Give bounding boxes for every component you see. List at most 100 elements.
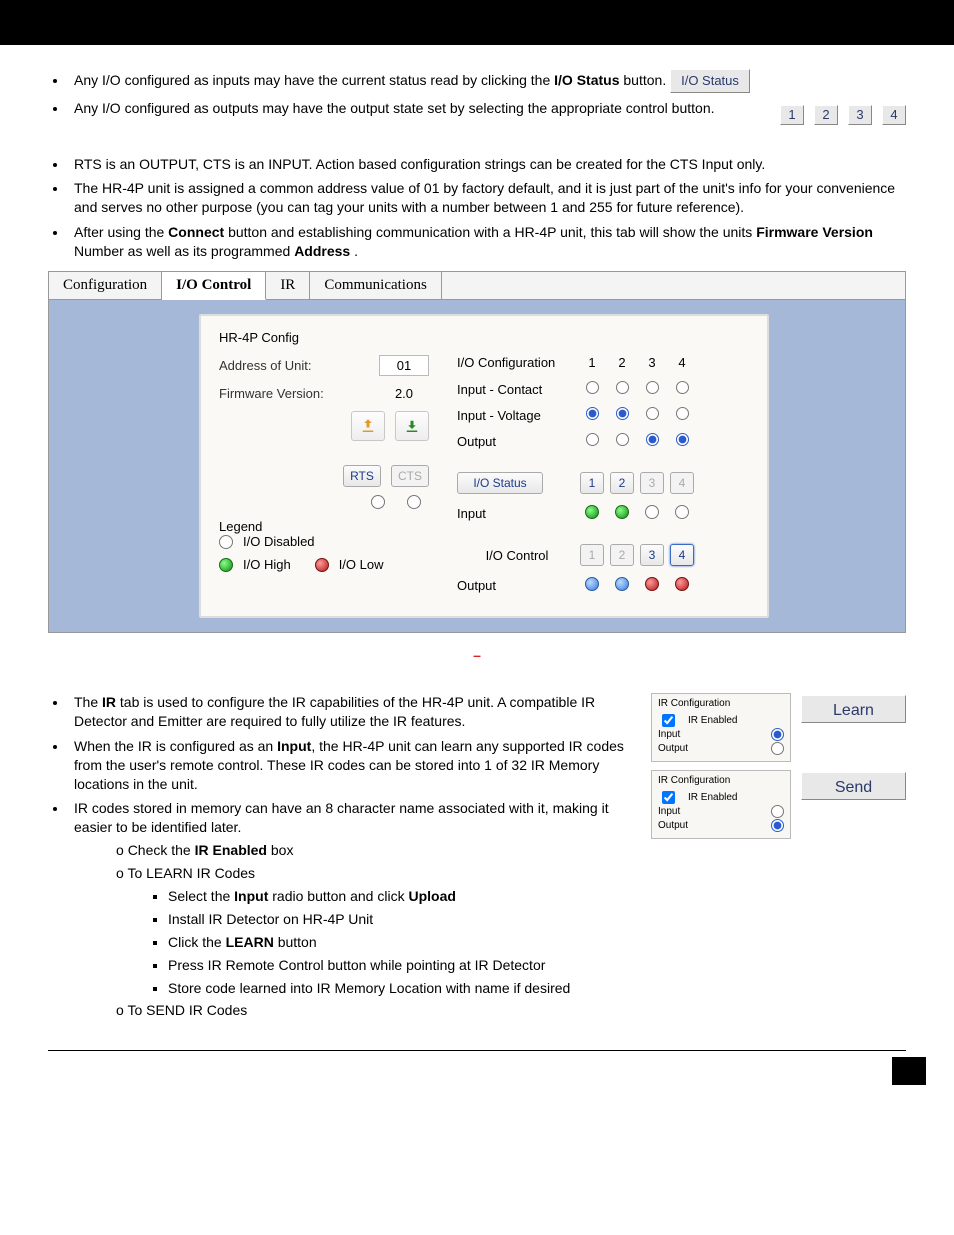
fw-value: 2.0	[379, 384, 429, 403]
control-button-1[interactable]: 1	[780, 105, 804, 125]
ir-input-radio[interactable]: Input	[658, 727, 784, 741]
cfg-radio[interactable]	[616, 433, 629, 446]
cts-dot	[407, 495, 421, 509]
text-bold: Connect	[168, 224, 224, 240]
control-dot	[645, 577, 659, 591]
ir-sidebar: IR Configuration IR Enabled Input Output…	[651, 693, 906, 847]
legend-title: Legend	[219, 519, 429, 534]
sub-item: To LEARN IR Codes Select the Input radio…	[116, 864, 906, 997]
learn-button[interactable]: Learn	[801, 695, 906, 723]
page-number-box	[892, 1057, 926, 1085]
bullet-item: After using the Connect button and estab…	[68, 223, 906, 261]
cfg-radio[interactable]	[586, 433, 599, 446]
tab-strip: Configuration I/O Control IR Communicati…	[49, 272, 905, 300]
send-button[interactable]: Send	[801, 772, 906, 800]
ir-enabled-check[interactable]: IR Enabled	[658, 790, 784, 804]
cfg-head: I/O Configuration	[457, 355, 577, 370]
text: After using the	[74, 224, 168, 240]
status-num-btn: 3	[640, 472, 664, 494]
download-icon[interactable]	[395, 411, 429, 441]
col-num: 4	[667, 355, 697, 370]
text: Any I/O configured as outputs may have t…	[74, 100, 715, 116]
control-num-btn[interactable]: 3	[640, 544, 664, 566]
tab-io-control[interactable]: I/O Control	[162, 272, 266, 300]
address-label: Address of Unit:	[219, 358, 379, 373]
cfg-radio[interactable]	[586, 381, 599, 394]
row-label: Input - Voltage	[457, 408, 577, 423]
control-button-3[interactable]: 3	[848, 105, 872, 125]
text: button.	[623, 72, 670, 88]
square-item: Install IR Detector on HR-4P Unit	[168, 910, 906, 929]
row-label: Input	[457, 506, 577, 521]
row-label: Output	[457, 578, 577, 593]
square-item: Press IR Remote Control button while poi…	[168, 956, 906, 975]
cfg-radio[interactable]	[616, 381, 629, 394]
square-item: Click the LEARN button	[168, 933, 906, 952]
io-control-screenshot-panel: Configuration I/O Control IR Communicati…	[48, 271, 906, 633]
cfg-radio[interactable]	[646, 407, 659, 420]
control-num-btn[interactable]: 4	[670, 544, 694, 566]
status-dot	[645, 505, 659, 519]
control-num-btn: 1	[580, 544, 604, 566]
config-title: HR-4P Config	[219, 330, 749, 345]
cfg-radio[interactable]	[676, 433, 689, 446]
tab-communications[interactable]: Communications	[310, 272, 442, 299]
ir-config-box-learn: IR Configuration IR Enabled Input Output	[651, 693, 791, 762]
ir-enabled-check[interactable]: IR Enabled	[658, 713, 784, 727]
text: Any I/O configured as inputs may have th…	[74, 72, 554, 88]
legend: Legend I/O Disabled I/O High I/O Low	[219, 519, 429, 572]
status-num-btn: 4	[670, 472, 694, 494]
top-bullet-list: Any I/O configured as inputs may have th…	[68, 69, 906, 261]
text: .	[354, 243, 358, 259]
cfg-radio[interactable]	[646, 381, 659, 394]
header-black-bar	[0, 0, 954, 45]
legend-dot-low	[315, 558, 329, 572]
control-dot	[675, 577, 689, 591]
cfg-radio[interactable]	[616, 407, 629, 420]
status-num-btn[interactable]: 1	[580, 472, 604, 494]
cfg-radio[interactable]	[586, 407, 599, 420]
control-dot	[585, 577, 599, 591]
text: button and establishing communication wi…	[228, 224, 756, 240]
status-dot	[675, 505, 689, 519]
control-button-4[interactable]: 4	[882, 105, 906, 125]
legend-label: I/O Disabled	[243, 534, 315, 549]
text-bold: I/O Status	[554, 72, 619, 88]
bullet-item: Any I/O configured as outputs may have t…	[68, 99, 906, 125]
status-num-btn[interactable]: 2	[610, 472, 634, 494]
tab-ir[interactable]: IR	[266, 272, 310, 299]
numbered-button-row: 1 2 3 4	[780, 105, 906, 125]
cfg-radio[interactable]	[646, 433, 659, 446]
sub-item: To SEND IR Codes	[116, 1001, 906, 1020]
control-button-2[interactable]: 2	[814, 105, 838, 125]
text-bold: Address	[294, 243, 350, 259]
legend-dot-high	[219, 558, 233, 572]
square-item: Store code learned into IR Memory Locati…	[168, 979, 906, 998]
io-status-button-inline[interactable]: I/O Status	[670, 69, 750, 93]
io-status-button[interactable]: I/O Status	[457, 472, 543, 494]
address-value: 01	[379, 355, 429, 376]
ir-input-radio[interactable]: Input	[658, 804, 784, 818]
status-dot	[615, 505, 629, 519]
control-dot	[615, 577, 629, 591]
rts-button[interactable]: RTS	[343, 465, 381, 487]
ir-box-title: IR Configuration	[658, 698, 784, 709]
cfg-radio[interactable]	[676, 381, 689, 394]
legend-label: I/O High	[243, 557, 291, 572]
col-num: 2	[607, 355, 637, 370]
upload-icon[interactable]	[351, 411, 385, 441]
col-num: 1	[577, 355, 607, 370]
row-label: Output	[457, 434, 577, 449]
config-card: HR-4P Config Address of Unit: 01 Firmwar…	[199, 314, 769, 618]
control-num-btn: 2	[610, 544, 634, 566]
tab-configuration[interactable]: Configuration	[49, 272, 162, 299]
ir-output-radio[interactable]: Output	[658, 818, 784, 832]
cts-button: CTS	[391, 465, 429, 487]
ir-box-title: IR Configuration	[658, 775, 784, 786]
cfg-radio[interactable]	[676, 407, 689, 420]
divider-dash: –	[48, 647, 906, 663]
fw-label: Firmware Version:	[219, 386, 379, 401]
legend-dot-disabled	[219, 535, 233, 549]
ir-output-radio[interactable]: Output	[658, 741, 784, 755]
text: Number as well as its programmed	[74, 243, 294, 259]
